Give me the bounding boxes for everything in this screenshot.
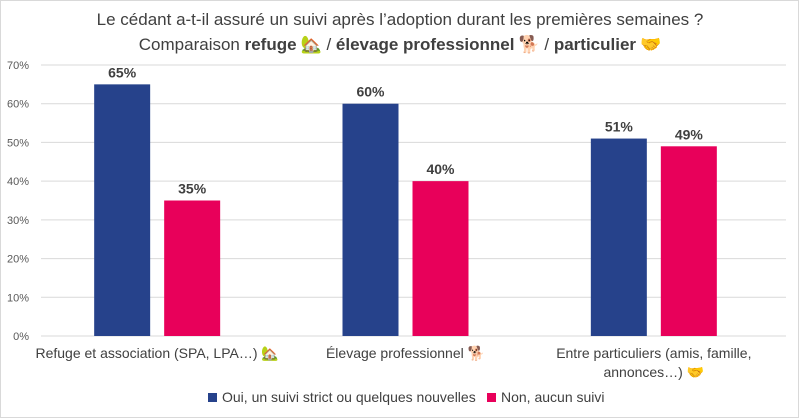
y-tick-label: 20% <box>7 254 29 266</box>
legend-swatch-0 <box>208 393 217 402</box>
y-tick-label: 30% <box>7 215 29 227</box>
y-tick-label: 10% <box>7 292 29 304</box>
bars <box>94 84 717 336</box>
bar-oui-0 <box>94 84 151 336</box>
dog-icon: 🐕 <box>519 34 540 54</box>
y-axis-ticks: 0% 10% 20% 30% 40% 50% 60% 70% <box>7 60 29 343</box>
title-sep2: / <box>540 35 554 54</box>
bar-oui-2 <box>590 138 647 336</box>
title-sep1: / <box>322 35 336 54</box>
bar-non-1 <box>412 181 469 336</box>
bar-non-0 <box>164 200 221 336</box>
category-label: Élevage professionnel 🐕 <box>326 345 485 362</box>
data-label: 60% <box>356 84 385 100</box>
y-tick-label: 50% <box>7 137 29 149</box>
handshake-icon: 🤝 <box>640 35 661 54</box>
x-axis-categories: Refuge et association (SPA, LPA…) 🏡 Éleva… <box>35 345 751 380</box>
data-label: 49% <box>675 126 704 142</box>
category-label: annonces…) 🤝 <box>603 364 704 380</box>
y-tick-label: 60% <box>7 99 29 111</box>
legend-label-0: Oui, un suivi strict ou quelques nouvell… <box>222 389 476 405</box>
category-label: Entre particuliers (amis, famille, <box>556 345 751 361</box>
data-label: 65% <box>108 64 137 80</box>
title-elevage: élevage professionnel <box>336 35 515 54</box>
y-tick-label: 0% <box>13 331 29 343</box>
data-label: 40% <box>426 161 455 177</box>
title-prefix: Comparaison <box>139 35 245 54</box>
data-label: 35% <box>178 181 207 197</box>
legend: Oui, un suivi strict ou quelques nouvell… <box>208 389 605 405</box>
legend-label-1: Non, aucun suivi <box>501 389 605 405</box>
house-icon: 🏡 <box>301 35 322 54</box>
data-label: 51% <box>605 119 634 135</box>
title-refuge: refuge <box>245 35 297 54</box>
data-labels: 65% 35% 60% 40% 51% 49% <box>108 64 703 196</box>
title-particulier: particulier <box>554 35 637 54</box>
chart-title-line1: Le cédant a-t-il assuré un suivi après l… <box>97 10 704 29</box>
y-tick-label: 40% <box>7 176 29 188</box>
y-tick-label: 70% <box>7 60 29 72</box>
legend-swatch-1 <box>487 393 496 402</box>
bar-oui-1 <box>342 103 399 336</box>
category-label: Refuge et association (SPA, LPA…) 🏡 <box>35 345 278 362</box>
chart-title-line2: Comparaison refuge 🏡 / élevage profession… <box>139 34 661 54</box>
bar-non-2 <box>660 146 717 336</box>
